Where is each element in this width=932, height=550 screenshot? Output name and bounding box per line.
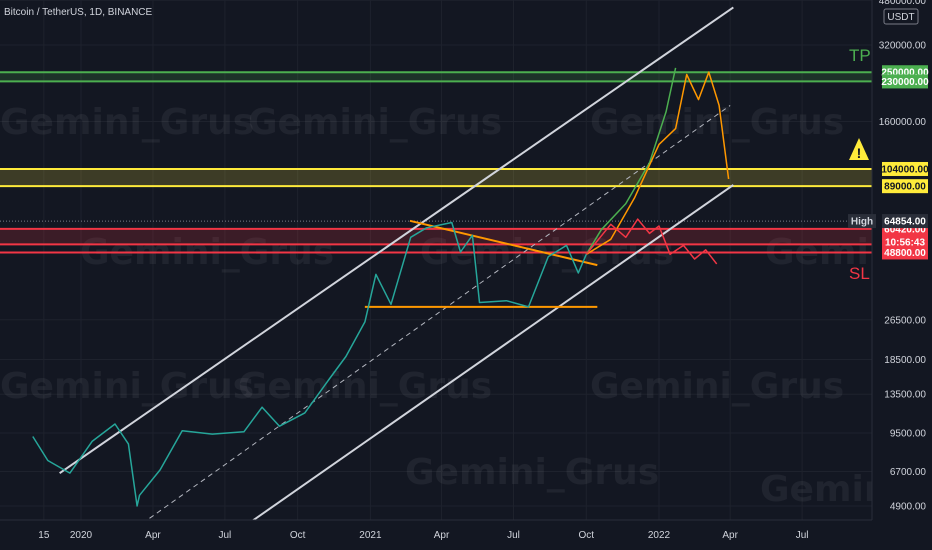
price-tick-label: 4900.00 (890, 502, 927, 513)
time-tick-label: 15 (38, 530, 50, 541)
channel-line[interactable] (59, 6, 734, 474)
price-series (32, 67, 730, 507)
time-tick-label: Apr (145, 530, 161, 541)
price-tick-label: 26500.00 (884, 315, 926, 326)
level-badge-text: 230000.00 (881, 77, 929, 88)
pattern-line[interactable] (409, 219, 598, 267)
time-tick-label: Apr (722, 530, 738, 541)
level-badge-text: 89000.00 (884, 182, 926, 193)
time-tick-label: Oct (578, 530, 594, 541)
warning-icon-glyph: ! (857, 145, 862, 161)
countdown-text: 10:56:43 (885, 237, 925, 248)
watermark-text: Gemini_Grus (238, 366, 492, 407)
time-tick-label: Oct (290, 530, 306, 541)
level-badge[interactable] (882, 161, 928, 176)
price-zone (0, 168, 872, 187)
high-value-text: 64854.00 (884, 217, 926, 228)
price-tick-label: 9500.00 (890, 428, 927, 439)
currency-label: USDT (887, 12, 914, 23)
level-badge[interactable] (882, 74, 928, 89)
watermark-text: Gemini_Grus (0, 102, 254, 143)
projection-path (585, 218, 718, 265)
time-tick-label: Jul (796, 530, 809, 541)
time-tick-label: Jul (507, 530, 520, 541)
price-line (32, 221, 587, 507)
price-axis[interactable]: 4900.00 6700.00 9500.00 13500.00 18500.00 265… (879, 0, 927, 513)
high-value-badge (882, 214, 928, 229)
price-tick-label: 480000.00 (879, 0, 927, 7)
price-tick-label: 320000.00 (879, 41, 927, 52)
price-tick-label: 6700.00 (890, 467, 927, 478)
level-badge-text: 104000.00 (881, 164, 929, 175)
time-tick-label: 2022 (648, 530, 671, 541)
time-tick-label: 2020 (70, 530, 93, 541)
time-tick-label: 2021 (359, 530, 382, 541)
price-tick-label: 18500.00 (884, 355, 926, 366)
warning-icon[interactable] (849, 138, 869, 160)
price-zone (0, 72, 872, 82)
level-badge-text: 48800.00 (884, 248, 926, 259)
channel-line[interactable] (224, 184, 734, 541)
watermark-text: Gemini_Grus (0, 366, 254, 407)
level-badge[interactable] (882, 245, 928, 260)
price-tick-label: 13500.00 (884, 390, 926, 401)
projection-path (585, 71, 730, 255)
high-label-text: High (851, 217, 873, 228)
level-badge-text: 250000.00 (881, 68, 929, 79)
watermark-text: Gemini_Grus (248, 102, 502, 143)
grid-lines (0, 0, 872, 520)
projection-path (585, 67, 677, 255)
time-tick-label: Jul (219, 530, 232, 541)
price-zone (0, 228, 872, 245)
watermark-text: Gemini_Grus (590, 102, 844, 143)
watermark-text: Gemini_Grus (590, 366, 844, 407)
annotations: TP SL! (849, 46, 871, 283)
trend-lines (59, 6, 734, 550)
price-tick-label: 160000.00 (879, 117, 927, 128)
level-badge-text: 60420.00 (884, 224, 926, 235)
high-label-badge (848, 214, 876, 229)
currency-badge-frame[interactable] (883, 8, 919, 25)
time-axis-panel[interactable] (0, 520, 932, 550)
channel-midline[interactable] (105, 105, 731, 550)
time-axis[interactable]: 15 2020 Apr Jul Oct 2021 Apr Jul Oct 2022 Apr Jul (38, 530, 808, 541)
symbol-title[interactable]: Bitcoin / TetherUS, 1D, BINANCE (4, 7, 153, 18)
tp-label[interactable]: TP (849, 46, 871, 65)
sl-label[interactable]: SL (849, 264, 870, 283)
watermark-text: Gemini_Grus (405, 452, 659, 493)
countdown-badge (882, 234, 928, 249)
level-badge[interactable] (882, 179, 928, 194)
time-tick-label: Apr (434, 530, 450, 541)
